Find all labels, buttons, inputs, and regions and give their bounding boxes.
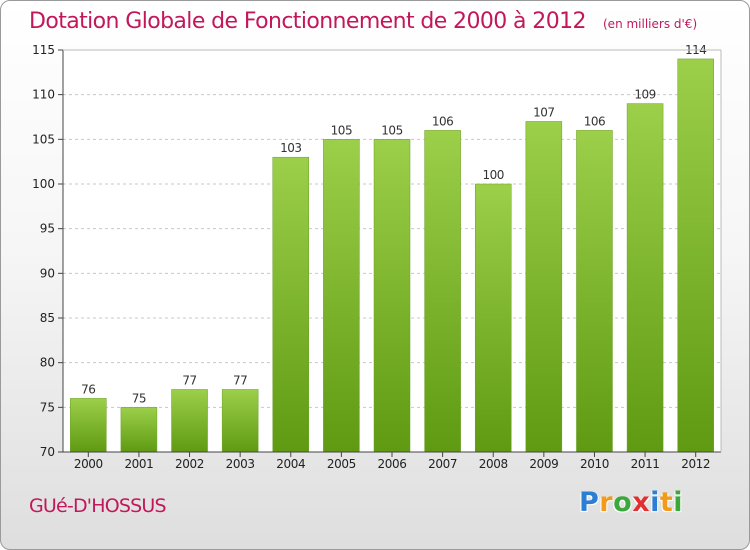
bar — [70, 398, 107, 453]
brand-letter: i — [650, 487, 660, 518]
x-tick-label: 2000 — [74, 457, 103, 471]
bar — [272, 156, 310, 453]
y-tick-label: 70 — [40, 445, 55, 459]
chart-title: Dotation Globale de Fonctionnement de 20… — [29, 9, 587, 34]
bar — [677, 58, 714, 453]
x-tick-label: 2011 — [631, 457, 660, 471]
x-tick-label: 2007 — [428, 457, 457, 471]
y-tick-label: 90 — [40, 266, 55, 280]
bar — [525, 121, 563, 453]
y-tick-label: 85 — [40, 311, 55, 325]
brand-letter: r — [599, 487, 614, 518]
y-tick-label: 95 — [40, 222, 55, 236]
bar — [626, 103, 664, 453]
bar — [323, 139, 360, 453]
x-tick-label: 2010 — [580, 457, 609, 471]
bar-value-label: 103 — [280, 141, 301, 155]
y-tick-label: 105 — [32, 132, 55, 146]
bar-value-label: 76 — [81, 382, 95, 396]
bar — [120, 407, 158, 453]
commune-name: GUé-D'HOSSUS — [29, 495, 167, 517]
bar-value-label: 100 — [483, 168, 504, 182]
x-tick-label: 2008 — [479, 457, 508, 471]
bar-value-label: 105 — [381, 123, 402, 137]
x-tick-label: 2005 — [327, 457, 356, 471]
y-tick-label: 115 — [32, 43, 55, 57]
bar — [373, 139, 411, 453]
x-tick-label: 2012 — [681, 457, 710, 471]
bar — [576, 130, 613, 453]
y-tick-label: 110 — [32, 88, 55, 102]
bar-value-label: 109 — [634, 88, 655, 102]
bar-value-label: 106 — [584, 114, 605, 128]
bar — [474, 183, 512, 453]
bar-value-label: 107 — [533, 105, 554, 119]
bar-value-label: 75 — [132, 391, 146, 405]
brand-letter: P — [579, 487, 600, 518]
y-tick-label: 100 — [32, 177, 55, 191]
bar-value-label: 77 — [182, 373, 196, 387]
bar — [424, 130, 461, 453]
bar — [171, 389, 208, 453]
bar-value-label: 105 — [331, 123, 352, 137]
y-tick-label: 80 — [40, 356, 55, 370]
x-tick-label: 2004 — [276, 457, 305, 471]
x-tick-label: 2001 — [124, 457, 153, 471]
bar-value-label: 77 — [233, 373, 247, 387]
title-row: Dotation Globale de Fonctionnement de 20… — [29, 9, 697, 34]
x-tick-label: 2009 — [529, 457, 558, 471]
brand-letter: i — [673, 487, 684, 518]
x-tick-label: 2002 — [175, 457, 204, 471]
chart-unit-note: (en milliers d'€) — [603, 17, 698, 31]
brand-letter: t — [659, 487, 674, 518]
x-tick-label: 2003 — [226, 457, 255, 471]
brand-letter: o — [613, 487, 633, 518]
brand-letter: x — [632, 487, 651, 518]
bar-value-label: 106 — [432, 114, 453, 128]
bar — [221, 389, 259, 453]
y-tick-label: 75 — [40, 400, 55, 414]
brand-logo: Proxiti — [579, 487, 683, 518]
x-tick-label: 2006 — [378, 457, 407, 471]
